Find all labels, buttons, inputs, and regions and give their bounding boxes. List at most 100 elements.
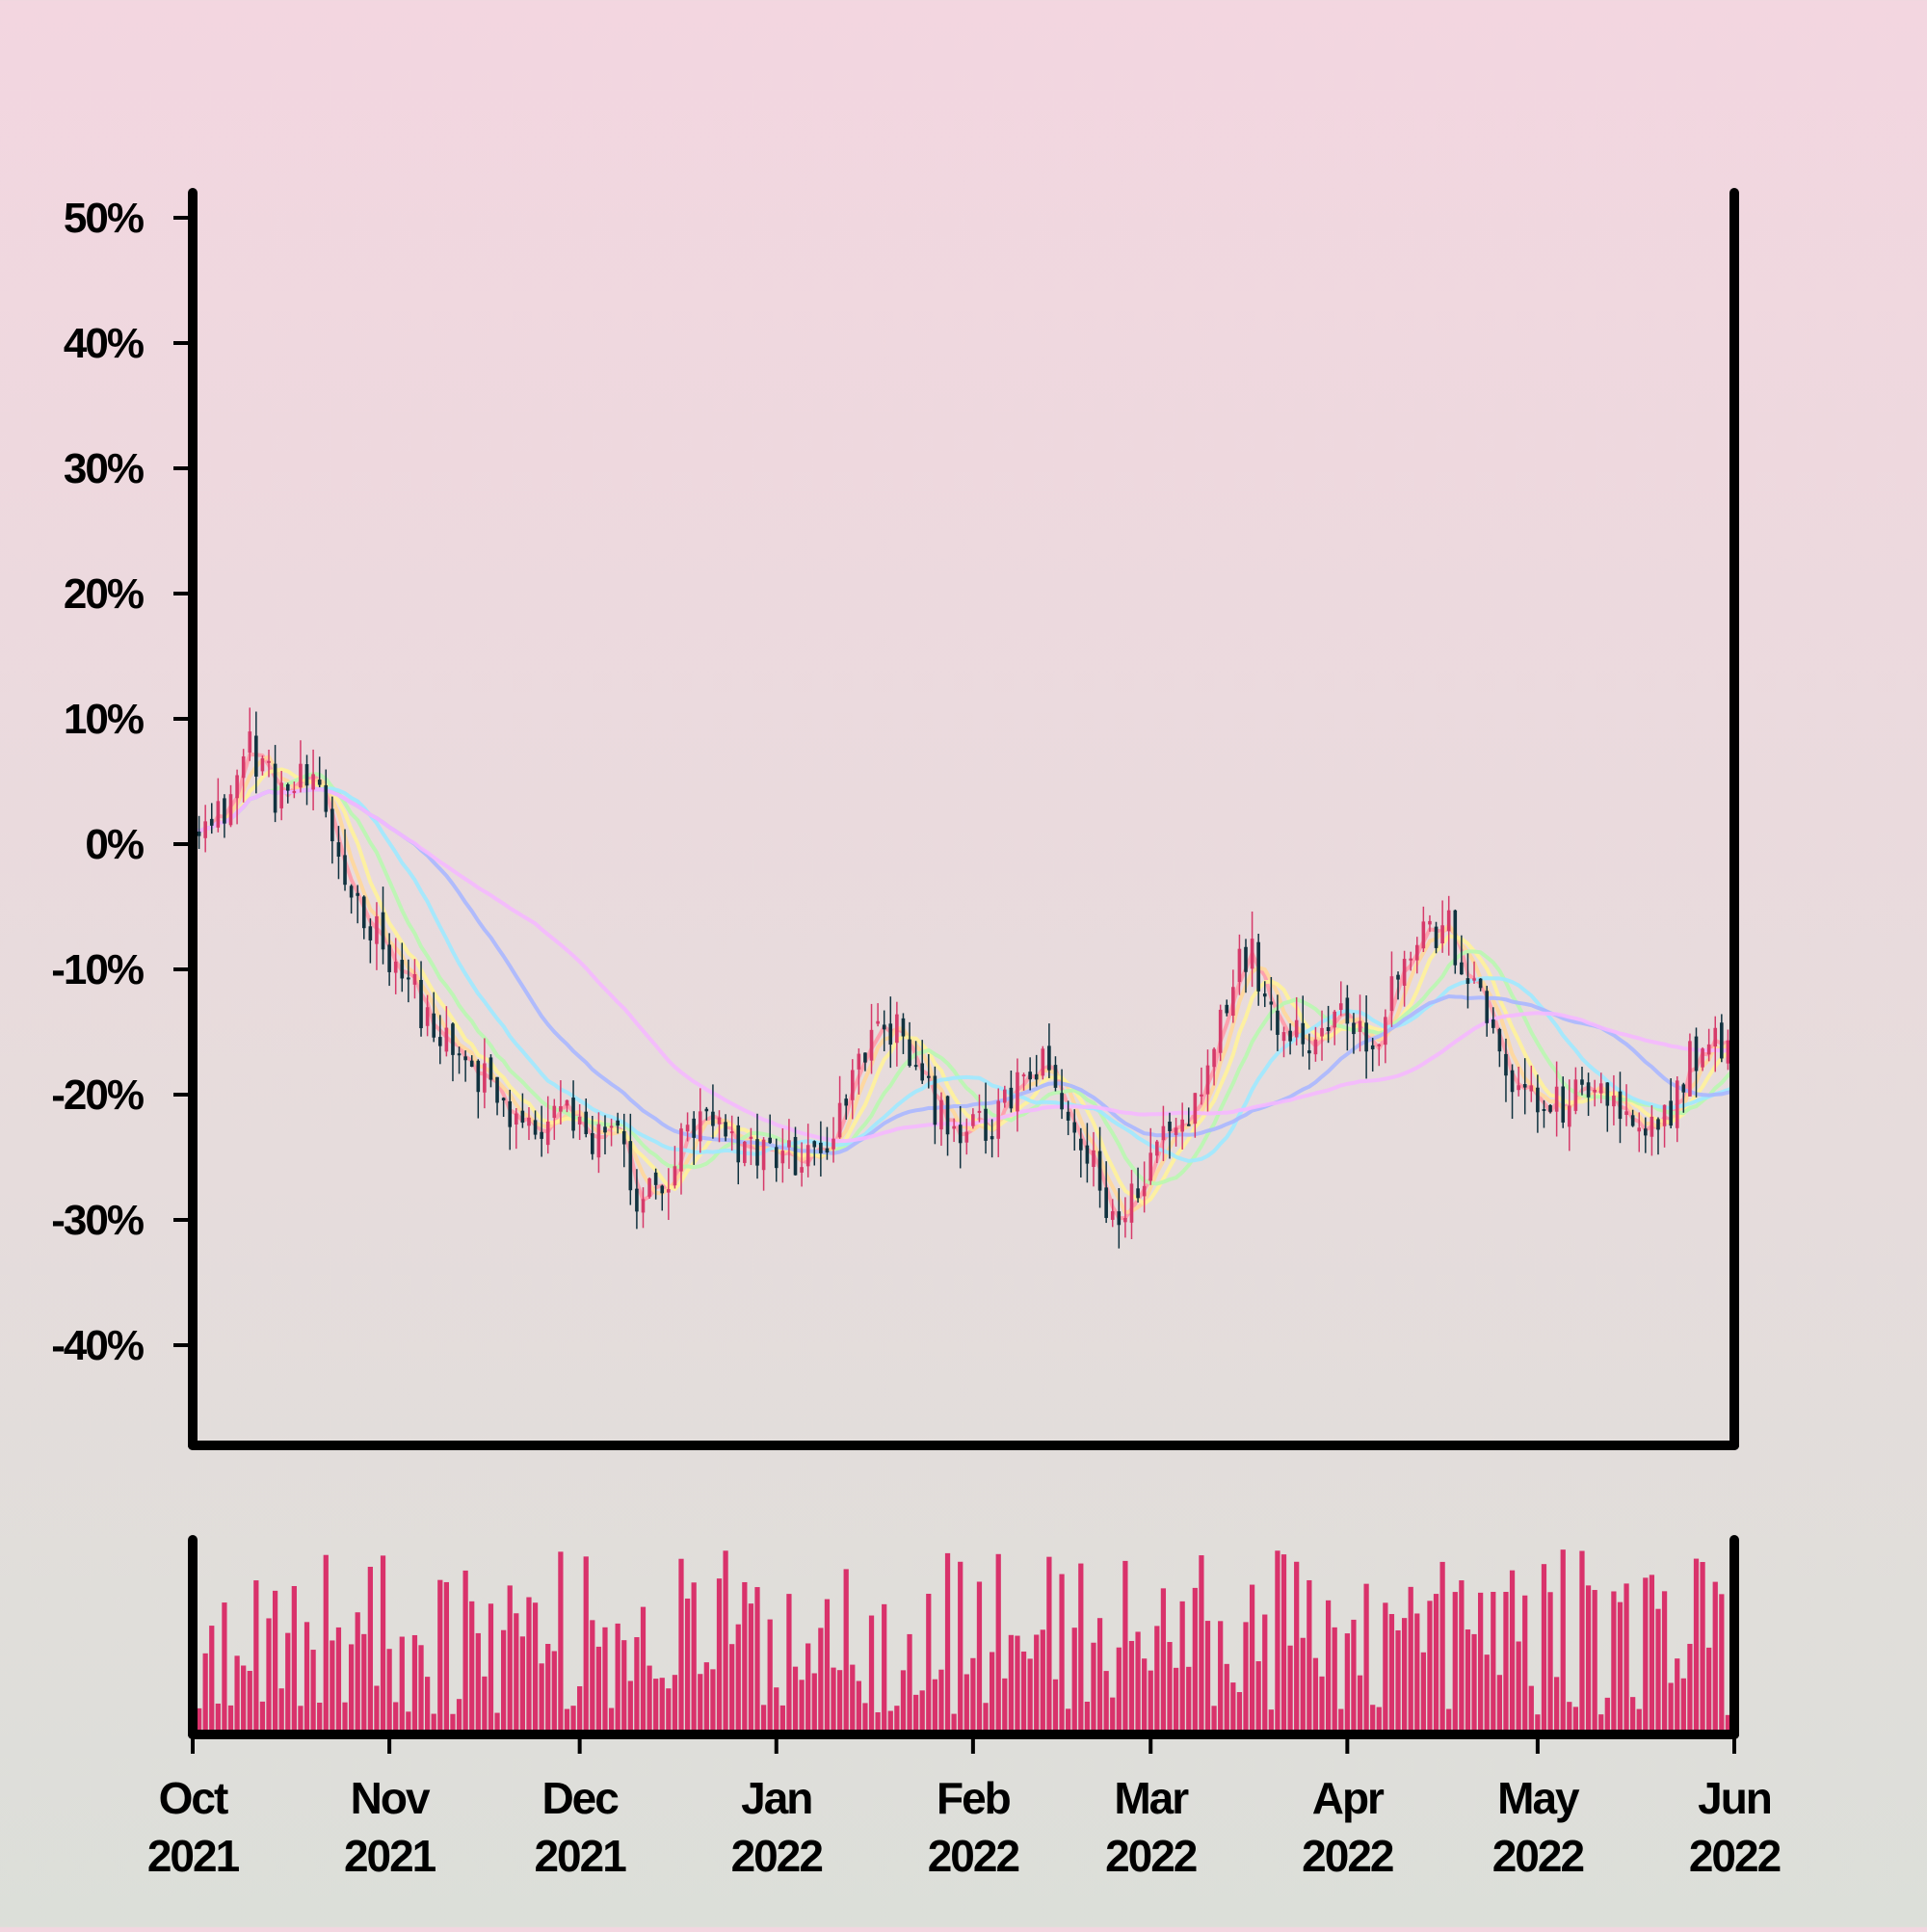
- volume-bar: [742, 1581, 748, 1734]
- candle-body: [787, 1140, 791, 1148]
- candle-body: [437, 1037, 442, 1046]
- candle-body: [1016, 1072, 1019, 1112]
- candle-body: [299, 763, 303, 788]
- volume-bar: [1572, 1707, 1579, 1734]
- volume-bar: [196, 1707, 202, 1734]
- candle-body: [596, 1124, 601, 1158]
- volume-bar: [1084, 1701, 1091, 1734]
- volume-bar: [627, 1681, 633, 1734]
- volume-bar: [1535, 1714, 1541, 1734]
- candle-body: [1460, 962, 1464, 975]
- volume-bar: [532, 1602, 539, 1734]
- volume-bar: [1522, 1595, 1528, 1734]
- candle-body: [939, 1099, 943, 1130]
- candle-body: [463, 1056, 467, 1061]
- volume-bar: [799, 1680, 805, 1734]
- volume-bar: [951, 1713, 957, 1734]
- volume-bar: [330, 1640, 335, 1734]
- volume-bar: [1630, 1697, 1636, 1734]
- candle-body: [647, 1178, 651, 1197]
- volume-bar: [1319, 1676, 1325, 1734]
- x-tick-label-year: 2022: [1105, 1831, 1197, 1881]
- candle-body: [888, 1023, 893, 1045]
- volume-bar: [824, 1599, 831, 1734]
- y-tick-label: 0%: [85, 821, 143, 868]
- candle-body: [1066, 1111, 1070, 1121]
- candle-body: [1548, 1104, 1552, 1112]
- volume-bar: [608, 1707, 615, 1734]
- candle-body: [304, 764, 309, 786]
- volume-bar: [1719, 1594, 1725, 1734]
- candle-body: [1129, 1183, 1134, 1223]
- volume-bar: [1179, 1601, 1185, 1734]
- volume-bar: [437, 1579, 443, 1734]
- volume-bar: [1034, 1634, 1040, 1734]
- candle-body: [1034, 1073, 1039, 1080]
- candle-body: [895, 1014, 899, 1044]
- volume-bar: [779, 1705, 785, 1734]
- volume-bar: [227, 1705, 234, 1734]
- volume-bar: [1439, 1561, 1445, 1734]
- volume-bar: [272, 1590, 278, 1734]
- candle-body: [577, 1116, 582, 1125]
- volume-bar: [1611, 1591, 1617, 1734]
- candle-body: [857, 1053, 861, 1070]
- volume-bar: [462, 1570, 468, 1734]
- volume-bars: [190, 1549, 1737, 1734]
- candle-body: [1250, 939, 1254, 969]
- candle-body: [407, 977, 410, 980]
- volume-bar: [570, 1706, 576, 1734]
- volume-bar: [634, 1637, 640, 1734]
- volume-bar: [1199, 1555, 1204, 1734]
- candle-body: [724, 1122, 727, 1137]
- candle-body: [736, 1125, 741, 1163]
- volume-bar: [304, 1622, 310, 1734]
- volume-bar: [1307, 1579, 1312, 1734]
- candle-body: [483, 1063, 487, 1093]
- volume-bar: [374, 1685, 380, 1734]
- volume-bar: [1040, 1629, 1045, 1734]
- candle-body: [1047, 1045, 1051, 1071]
- volume-bar: [602, 1627, 608, 1734]
- volume-bar: [507, 1585, 513, 1734]
- candle-body: [1237, 948, 1242, 983]
- candle-body: [1618, 1091, 1623, 1120]
- volume-bar: [335, 1627, 342, 1734]
- y-tick-label: -30%: [51, 1197, 144, 1244]
- volume-bar: [1230, 1682, 1236, 1734]
- candle-body: [1497, 1028, 1502, 1052]
- candle-body: [1396, 974, 1400, 980]
- candle-body: [990, 1136, 994, 1140]
- candle-body: [495, 1076, 499, 1103]
- candle-body: [1593, 1089, 1597, 1093]
- volume-bar: [774, 1687, 779, 1734]
- volume-bar: [1192, 1587, 1198, 1734]
- volume-bar: [406, 1711, 411, 1734]
- x-axis: Oct 2021 Nov 2021 Dec 2021 Jan 2022 Feb 2022 Mar 20…: [147, 1734, 1782, 1881]
- volume-bar: [1300, 1637, 1306, 1734]
- volume-bar: [431, 1713, 436, 1734]
- volume-bar: [1661, 1591, 1668, 1734]
- candle-body: [387, 944, 391, 972]
- candle-body: [1389, 976, 1394, 1012]
- candle-body: [197, 831, 201, 836]
- candle-body: [1440, 925, 1444, 944]
- volume-bar: [424, 1677, 431, 1734]
- volume-bar: [323, 1554, 329, 1734]
- candle-body: [800, 1167, 804, 1173]
- candle-body: [1262, 993, 1267, 997]
- volume-bar: [1142, 1658, 1148, 1734]
- volume-bar: [1116, 1647, 1122, 1734]
- x-tick-label-month: Jan: [741, 1773, 811, 1823]
- candle-body: [1586, 1082, 1591, 1098]
- volume-bar: [348, 1644, 355, 1734]
- moving-average-line: [191, 754, 1735, 1215]
- candle-body: [933, 1075, 937, 1125]
- volume-bar: [1096, 1618, 1103, 1734]
- volume-bar: [1052, 1679, 1059, 1734]
- moving-average-line: [191, 786, 1735, 1163]
- volume-bar: [1383, 1602, 1388, 1734]
- candle-body: [1225, 1004, 1229, 1014]
- volume-bar: [1167, 1642, 1173, 1734]
- volume-bar: [1332, 1627, 1337, 1734]
